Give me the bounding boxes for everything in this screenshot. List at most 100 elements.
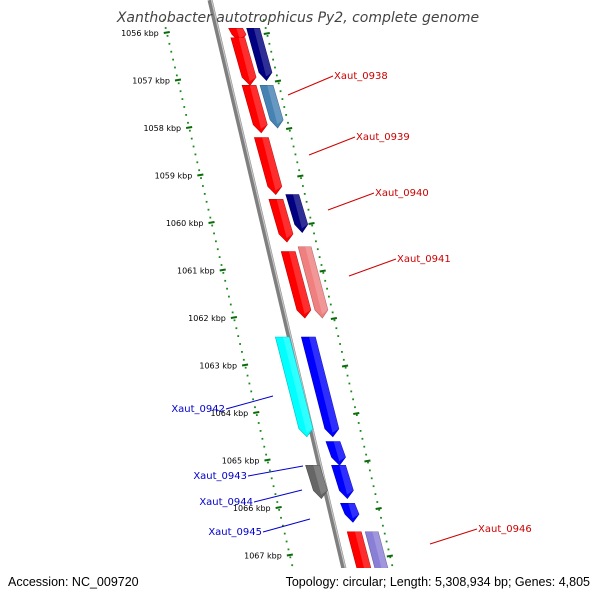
gene-label-group[interactable]: Xaut_0943 xyxy=(193,465,304,482)
kbp-major-tick-left xyxy=(185,126,193,129)
gene-label[interactable]: Xaut_0938 xyxy=(334,71,388,82)
gene-feature[interactable] xyxy=(268,198,294,243)
gene-feature[interactable] xyxy=(300,336,340,438)
gene-arrow-shine xyxy=(313,465,328,495)
gene-feature[interactable] xyxy=(253,137,283,195)
gene-label-group[interactable]: Xaut_0944 xyxy=(199,489,303,508)
gene-arrow[interactable] xyxy=(300,336,340,438)
tick-dot xyxy=(339,343,341,345)
gene-feature[interactable] xyxy=(331,464,354,499)
gene-features-layer[interactable] xyxy=(228,27,398,600)
kbp-major-tick-left xyxy=(275,506,282,509)
gene-feature[interactable] xyxy=(340,502,360,523)
gene-label-group[interactable]: Xaut_0939 xyxy=(308,132,410,156)
tick-dot xyxy=(278,509,281,511)
tick-dot xyxy=(329,303,332,306)
gene-feature[interactable] xyxy=(280,251,312,319)
tick-dot xyxy=(261,437,264,440)
kbp-major-tick-right xyxy=(330,317,338,320)
gene-arrow[interactable] xyxy=(305,464,328,499)
gene-feature[interactable] xyxy=(285,194,309,233)
gene-label[interactable]: Xaut_0942 xyxy=(171,404,225,415)
kbp-tick-label: 1067 kbp xyxy=(244,552,282,561)
gene-label-group[interactable]: Xaut_0940 xyxy=(327,188,429,211)
kbp-major-tick-left xyxy=(208,221,215,224)
gene-label[interactable]: Xaut_0940 xyxy=(375,188,429,199)
tick-dot xyxy=(259,430,262,432)
right-dotted-scale xyxy=(262,19,401,598)
gene-feature[interactable] xyxy=(241,84,268,134)
genome-summary-text: Topology: circular; Length: 5,308,934 bp… xyxy=(286,575,590,589)
kbp-major-tick-left xyxy=(253,411,260,414)
gene-arrow[interactable] xyxy=(259,84,284,129)
tick-dot xyxy=(209,216,212,219)
gene-arrow[interactable] xyxy=(325,441,346,466)
tick-dot xyxy=(248,382,251,385)
gene-arrow-shine xyxy=(253,28,272,77)
gene-arrow[interactable] xyxy=(268,198,294,243)
kbp-major-tick-right xyxy=(353,412,360,415)
gene-feature[interactable] xyxy=(246,27,273,81)
tick-dot xyxy=(370,477,373,480)
gene-label-group[interactable]: Xaut_0941 xyxy=(348,254,451,277)
gene-feature[interactable] xyxy=(259,84,284,129)
gene-arrow-shine xyxy=(333,441,346,462)
tick-dot xyxy=(244,366,247,369)
gene-label-group[interactable]: Xaut_0945 xyxy=(208,518,311,538)
tick-dot xyxy=(277,82,280,85)
gene-label[interactable]: Xaut_0946 xyxy=(478,524,532,535)
gene-feature[interactable] xyxy=(230,37,257,86)
gene-arrow[interactable] xyxy=(285,194,309,233)
gene-label[interactable]: Xaut_0945 xyxy=(208,527,262,538)
gene-feature[interactable] xyxy=(297,246,329,319)
gene-arrow[interactable] xyxy=(241,84,268,134)
tick-dot xyxy=(175,74,178,77)
tick-dot xyxy=(185,114,188,116)
gene-arrow[interactable] xyxy=(274,336,314,438)
gene-label[interactable]: Xaut_0944 xyxy=(199,497,253,508)
kbp-tick-label: 1059 kbp xyxy=(155,172,193,181)
tick-dot xyxy=(242,358,245,361)
gene-label-group[interactable]: Xaut_0946 xyxy=(429,524,532,545)
gene-arrow[interactable] xyxy=(253,137,283,195)
gene-arrow[interactable] xyxy=(340,502,360,523)
tick-dot xyxy=(376,501,379,503)
kbp-tick-label: 1061 kbp xyxy=(177,267,215,276)
tick-dot xyxy=(324,279,327,282)
backbone-line xyxy=(207,0,354,600)
gene-label-group[interactable]: Xaut_0938 xyxy=(287,71,388,96)
tick-dot xyxy=(268,42,271,45)
accession-text: Accession: NC_009720 xyxy=(8,575,139,589)
gene-arrow[interactable] xyxy=(246,27,273,81)
tick-dot xyxy=(190,137,193,140)
tick-dot xyxy=(287,548,290,551)
tick-dot xyxy=(331,311,334,314)
kbp-tick-label: 1065 kbp xyxy=(222,457,260,466)
gene-feature[interactable] xyxy=(305,464,328,499)
tick-dot xyxy=(389,556,392,559)
tick-dot xyxy=(216,248,219,251)
gene-arrow[interactable] xyxy=(280,251,312,319)
tick-dot xyxy=(179,90,182,93)
gene-arrow[interactable] xyxy=(331,464,354,499)
kbp-tick-label: 1064 kbp xyxy=(211,409,249,418)
tick-dot xyxy=(300,177,302,179)
gene-label[interactable]: Xaut_0939 xyxy=(356,132,410,143)
gene-label[interactable]: Xaut_0943 xyxy=(193,471,247,482)
tick-dot xyxy=(168,42,171,45)
tick-dot xyxy=(316,248,319,251)
tick-dot xyxy=(294,153,297,156)
gene-label-leader xyxy=(429,528,478,545)
gene-feature[interactable] xyxy=(325,441,346,466)
gene-arrow[interactable] xyxy=(297,246,329,319)
gene-arrow[interactable] xyxy=(230,37,257,86)
gene-labels-layer[interactable]: Xaut_0938 Xaut_0939 Xaut_0940 Xaut_0941 Xaut… xyxy=(171,71,532,545)
gene-label-group[interactable]: Xaut_0942 xyxy=(171,395,274,415)
tick-dot xyxy=(270,50,273,53)
tick-dot xyxy=(335,327,338,330)
gene-label[interactable]: Xaut_0941 xyxy=(397,254,451,265)
gene-label-leader xyxy=(262,518,311,533)
gene-feature[interactable] xyxy=(274,336,314,438)
tick-dot xyxy=(275,74,278,77)
